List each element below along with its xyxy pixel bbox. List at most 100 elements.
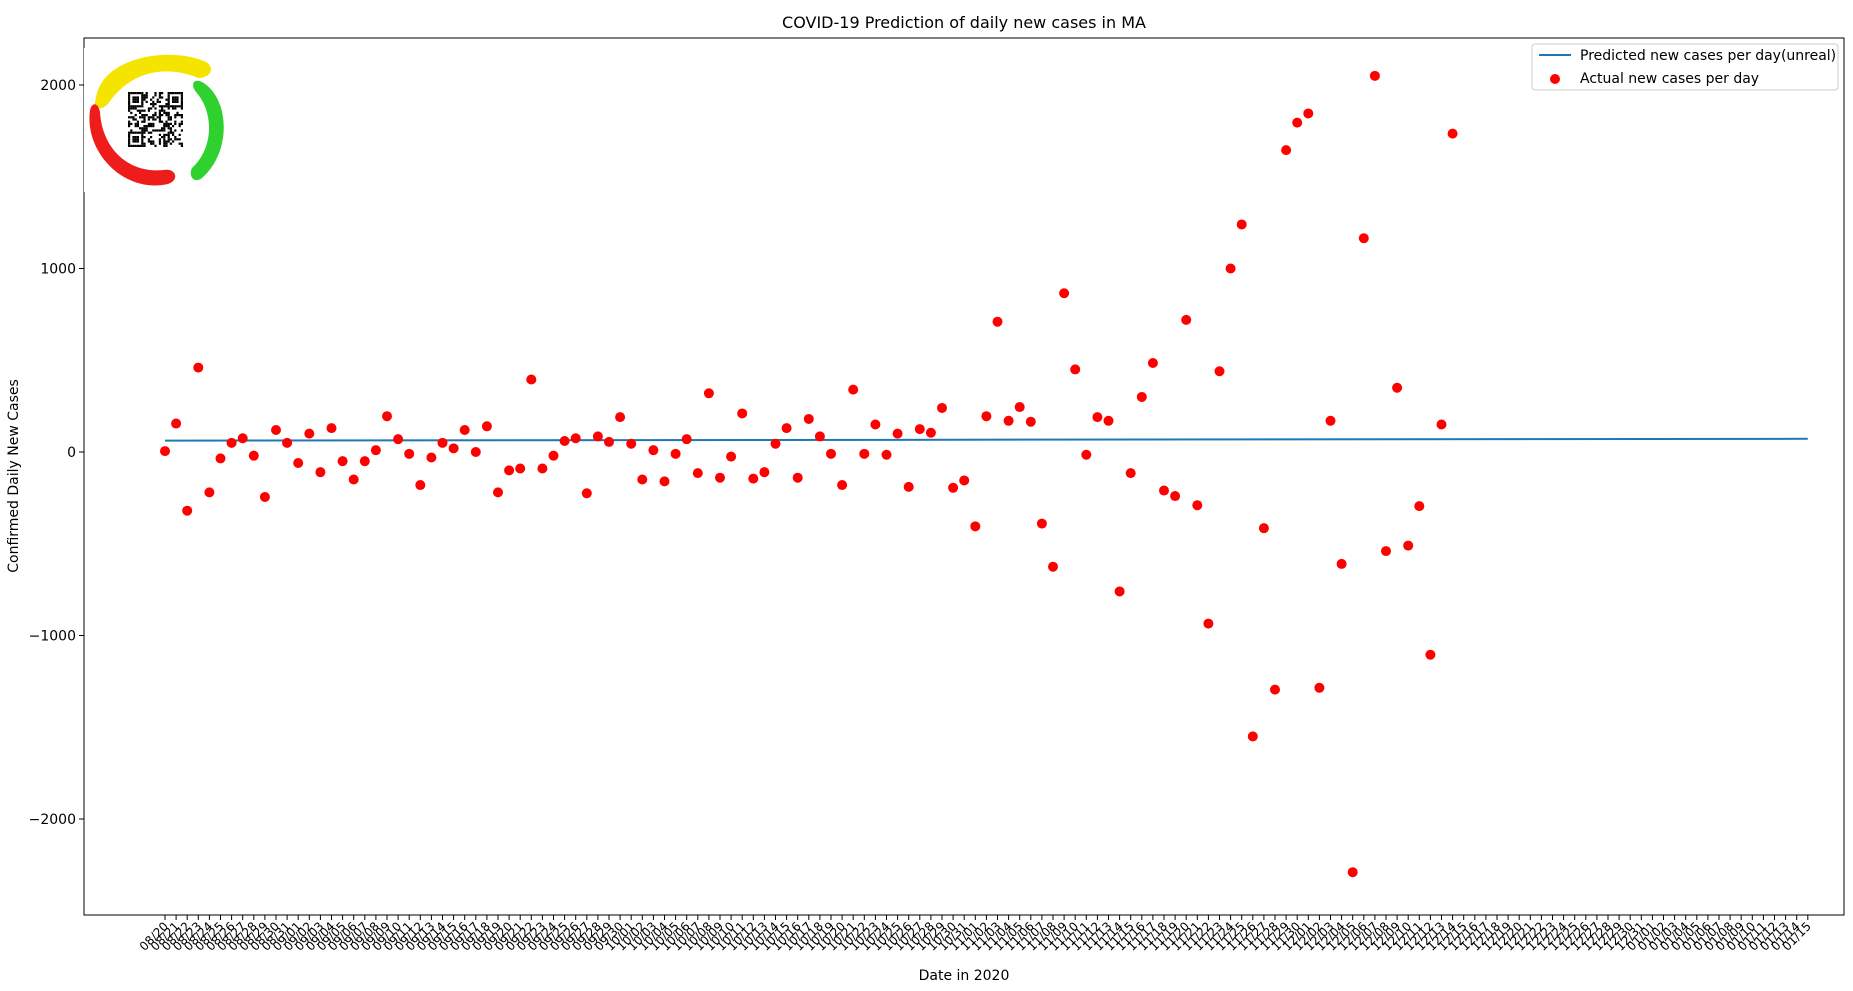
y-tick-label: 1000 [40,262,76,278]
data-point [1114,586,1125,597]
qr-module [180,116,183,119]
data-point [1403,540,1414,551]
qr-module [128,140,131,143]
qr-module [143,116,146,119]
qr-module [141,98,144,101]
qr-module [174,114,177,117]
data-point [1347,867,1358,878]
legend-label-actual: Actual new cases per day [1580,71,1759,87]
qr-module [154,103,157,106]
data-point [914,424,925,435]
qr-module [136,105,139,108]
qr-module [165,142,168,145]
qr-module [152,105,155,108]
qr-module [134,100,137,103]
qr-module [158,116,161,119]
qr-module [143,136,146,139]
qr-module [172,100,175,103]
data-point [1236,219,1247,230]
data-point [1125,468,1136,479]
qr-module [161,129,164,132]
qr-module [174,100,177,103]
qr-module [139,131,142,134]
qr-module [167,116,170,119]
qr-module [156,129,159,132]
qr-module [132,136,135,139]
qr-module [145,96,148,99]
qr-module [152,96,155,99]
qr-module [134,138,137,141]
qr-module [180,107,183,110]
qr-module [163,138,166,141]
legend-label-predicted: Predicted new cases per day(unreal) [1580,48,1836,64]
qr-module [143,118,146,121]
qr-module [141,96,144,99]
qr-module [158,96,161,99]
data-point [182,505,193,516]
qr-module [178,142,181,145]
x-axis: 08/2008/2108/2208/2308/2408/2508/2608/27… [137,915,1814,954]
data-point [604,436,614,447]
qr-module [154,118,157,121]
qr-module [158,138,161,141]
data-point [1014,402,1025,413]
qr-module [150,116,153,119]
data-point [1314,682,1325,693]
qr-module [163,109,166,112]
qr-module [139,116,142,119]
logo-green-segment [190,80,224,181]
qr-module [132,116,135,119]
qr-module [172,98,175,101]
qr-module [143,94,146,97]
qr-module [174,96,177,99]
qr-module [141,94,144,97]
data-point [781,423,792,434]
qr-module [163,140,166,143]
qr-module [167,111,170,114]
qr-module [154,92,157,95]
data-point [348,474,359,485]
qr-module [176,114,179,117]
qr-module [163,136,166,139]
qr-module [167,118,170,121]
qr-module [152,129,155,132]
qr-module [158,109,161,112]
qr-module [178,133,181,136]
data-point [1159,485,1169,496]
qr-module [128,96,131,99]
data-point [1303,108,1314,119]
qr-module [141,138,144,141]
qr-module [150,98,153,101]
qr-module [150,136,153,139]
qr-module [128,109,131,112]
qr-module [163,144,166,147]
data-point [1103,415,1114,426]
data-point [837,480,848,491]
qr-module [134,118,137,121]
data-point [404,448,415,459]
qr-module [156,100,159,103]
qr-module [158,133,161,136]
qr-module [141,127,144,130]
qr-module [172,107,175,110]
logo-red-segment [89,104,176,186]
qr-module [147,125,150,128]
qr-module [152,122,155,125]
qr-module [134,92,137,95]
data-point [493,487,503,498]
qr-module [169,105,172,108]
qr-module [180,98,183,101]
qr-module [161,107,164,110]
qr-module [150,125,153,128]
qr-module [167,127,170,130]
qr-module [132,140,135,143]
data-point [1025,416,1036,427]
qr-module [141,142,144,145]
qr-module [172,105,175,108]
data-point [637,474,648,485]
qr-module [161,105,164,108]
data-point [1081,449,1092,460]
data-point [1225,263,1236,274]
qr-module [145,125,148,128]
qr-module [180,100,183,103]
